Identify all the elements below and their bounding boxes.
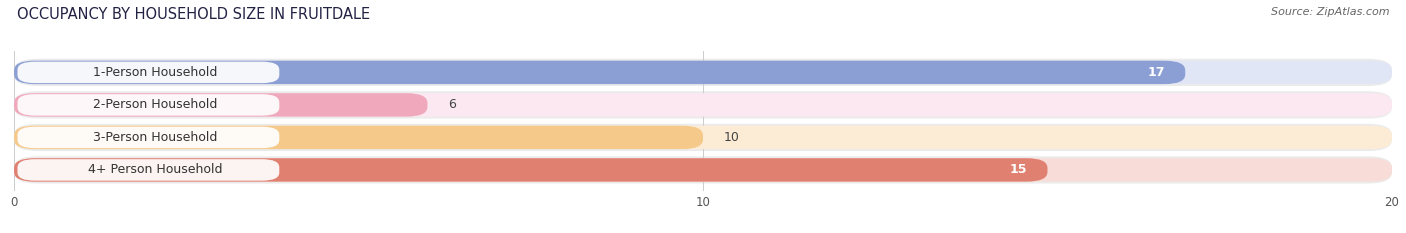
- FancyBboxPatch shape: [17, 94, 280, 116]
- Text: 3-Person Household: 3-Person Household: [93, 131, 218, 144]
- FancyBboxPatch shape: [14, 61, 1185, 84]
- FancyBboxPatch shape: [14, 126, 703, 149]
- Text: 15: 15: [1010, 163, 1026, 176]
- FancyBboxPatch shape: [14, 156, 1392, 184]
- Text: 10: 10: [724, 131, 740, 144]
- Text: 2-Person Household: 2-Person Household: [93, 98, 218, 111]
- FancyBboxPatch shape: [14, 126, 1392, 149]
- Text: 17: 17: [1147, 66, 1164, 79]
- FancyBboxPatch shape: [14, 158, 1047, 182]
- FancyBboxPatch shape: [14, 91, 1392, 119]
- FancyBboxPatch shape: [14, 158, 1392, 182]
- Text: 6: 6: [449, 98, 456, 111]
- FancyBboxPatch shape: [14, 59, 1392, 86]
- FancyBboxPatch shape: [14, 124, 1392, 151]
- FancyBboxPatch shape: [14, 93, 427, 116]
- FancyBboxPatch shape: [17, 62, 280, 83]
- FancyBboxPatch shape: [14, 61, 1392, 84]
- FancyBboxPatch shape: [14, 93, 1392, 116]
- Text: OCCUPANCY BY HOUSEHOLD SIZE IN FRUITDALE: OCCUPANCY BY HOUSEHOLD SIZE IN FRUITDALE: [17, 7, 370, 22]
- Text: 1-Person Household: 1-Person Household: [93, 66, 218, 79]
- Text: 4+ Person Household: 4+ Person Household: [89, 163, 222, 176]
- Text: Source: ZipAtlas.com: Source: ZipAtlas.com: [1271, 7, 1389, 17]
- FancyBboxPatch shape: [17, 127, 280, 148]
- FancyBboxPatch shape: [17, 159, 280, 181]
